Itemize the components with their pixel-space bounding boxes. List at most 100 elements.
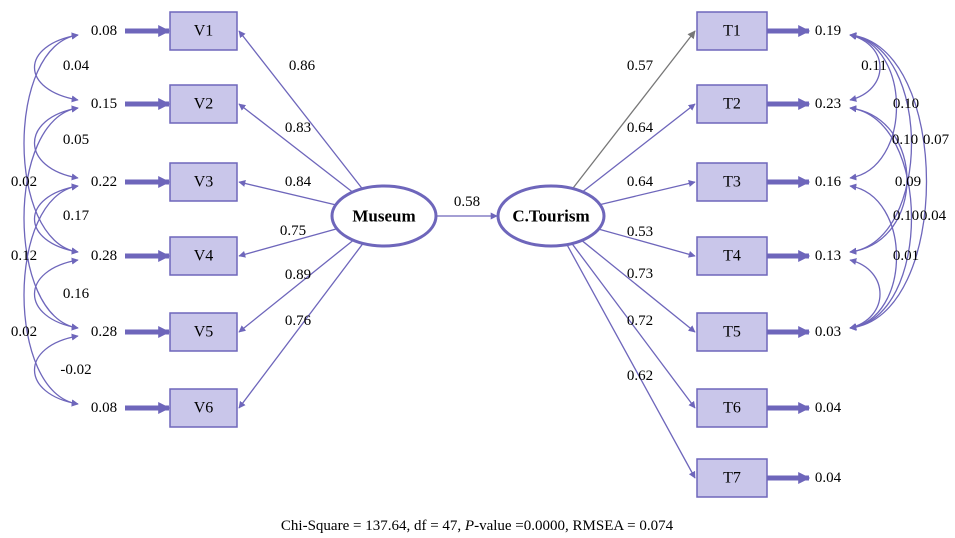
indicator-label-v3: V3 [194,174,214,191]
loading-arrow-t7 [566,244,696,479]
covariance-arc-v2-v5 [23,105,79,331]
covariance-arc-v3-v6 [23,183,79,407]
covariance-arc-t1-t2 [849,33,881,102]
covariance-value-t2-t4: 0.09 [895,174,921,190]
indicator-label-v5: V5 [194,324,214,341]
indicator-box-t1 [696,11,768,51]
indicator-label-t5: T5 [723,324,741,341]
labels-layer: V1 0.86 0.08 V2 0.83 0.15 V3 0.84 0.22 V4 0.75 0.28… [11,23,950,487]
loading-value-t3: 0.64 [627,174,654,190]
indicator-label-v6: V6 [194,400,214,417]
loading-value-v1: 0.86 [289,58,316,74]
loading-value-v3: 0.84 [285,174,312,190]
loading-arrow-t2 [582,103,696,193]
covariance-arc-v4-v5 [34,257,79,331]
covariance-value-v1-v4: 0.02 [11,174,37,190]
loading-value-t5: 0.73 [627,266,653,282]
loading-arrow-v5 [238,239,354,333]
indicator-label-v4: V4 [194,248,214,265]
error-variance-v5: 0.28 [91,324,117,340]
covariance-arc-v1-v2 [34,32,79,103]
latent-museum-label: Museum [352,207,415,226]
indicator-box-t4 [696,236,768,276]
covariance-arc-v5-v6 [34,333,79,407]
loading-arrow-v6 [238,243,364,409]
indicator-label-v1: V1 [194,23,214,40]
indicator-label-t2: T2 [723,96,741,113]
loading-arrow-v3 [238,180,336,206]
indicator-box-t6 [696,388,768,428]
covariance-value-v2-v3: 0.05 [63,132,89,148]
error-variance-t5: 0.03 [815,324,841,340]
error-variance-v4: 0.28 [91,248,117,264]
indicator-box-t7 [696,458,768,498]
error-variance-t1: 0.19 [815,23,841,39]
indicator-label-t1: T1 [723,23,741,40]
indicator-box-v5 [169,312,238,352]
fit-statistics: Chi-Square = 137.64, df = 47, P-value =0… [281,518,674,534]
covariance-arc-t4-t5 [849,258,881,330]
indicator-label-v2: V2 [194,96,214,113]
structural-path-value: 0.58 [454,194,480,210]
error-variance-v2: 0.15 [91,96,117,112]
covariance-value-v1-v2: 0.04 [63,58,90,74]
indicator-label-t4: T4 [723,248,741,265]
loading-arrow-v1 [238,30,363,190]
covariance-arc-t1-t3 [849,32,898,181]
error-variance-t6: 0.04 [815,400,842,416]
latent-tourism [496,184,606,248]
covariance-arc-t1-t5 [849,32,928,331]
loading-value-v2: 0.83 [285,120,311,136]
covariance-arc-v1-v4 [23,32,79,255]
loading-arrow-v2 [238,103,354,193]
error-variance-t4: 0.13 [815,248,841,264]
covariance-value-t1-t2: 0.11 [861,58,887,74]
error-variance-t7: 0.04 [815,470,842,486]
error-variance-t2: 0.23 [815,96,841,112]
indicator-label-t3: T3 [723,174,741,191]
covariance-value-t1-t4: 0.10 [892,132,918,148]
loading-arrow-v4 [238,228,338,258]
covariance-arc-t2-t5 [849,105,913,331]
covariance-value-t4-t5: 0.01 [893,248,919,264]
indicator-box-t5 [696,312,768,352]
covariance-value-v2-v5: 0.12 [11,248,37,264]
edges-layer [23,25,928,484]
covariance-value-t3-t5: 0.10 [893,208,919,224]
latent-museum [330,184,438,248]
loading-value-v4: 0.75 [280,223,306,239]
indicator-box-t3 [696,162,768,202]
fit-stats-chi: Chi-Square = 137.64, df = 47, [281,518,465,534]
indicator-box-v4 [169,236,238,276]
loading-arrow-t1 [572,30,696,190]
covariance-arc-t3-t5 [849,183,898,331]
loading-arrow-t6 [571,243,696,409]
indicator-box-v3 [169,162,238,202]
covariance-value-v5-v6: -0.02 [60,362,91,378]
loading-value-t6: 0.72 [627,313,653,329]
loading-value-t1: 0.57 [627,58,654,74]
error-variance-v3: 0.22 [91,174,117,190]
indicator-box-v1 [169,11,238,51]
error-variance-v6: 0.08 [91,400,117,416]
loading-arrow-t4 [598,228,696,258]
covariance-value-t1-t5: 0.07 [923,132,950,148]
covariance-value-t1-t3: 0.10 [893,96,919,112]
error-variance-t3: 0.16 [815,174,842,190]
indicator-box-t2 [696,84,768,124]
loading-value-v6: 0.76 [285,313,312,329]
loading-value-t2: 0.64 [627,120,654,136]
loading-arrow-t5 [581,239,696,333]
covariance-arc-t2-t4 [849,105,908,255]
covariance-arc-t1-t4 [849,32,913,255]
fit-stats-p-symbol: P [464,518,474,534]
loading-value-t7: 0.62 [627,368,653,384]
indicator-box-v6 [169,388,238,428]
error-variance-v1: 0.08 [91,23,117,39]
covariance-value-v3-v6: 0.02 [11,324,37,340]
covariance-value-v3-v4: 0.17 [63,208,90,224]
indicator-box-v2 [169,84,238,124]
latent-tourism-label: C.Tourism [512,207,589,226]
covariance-arc-v3-v4 [34,183,79,255]
